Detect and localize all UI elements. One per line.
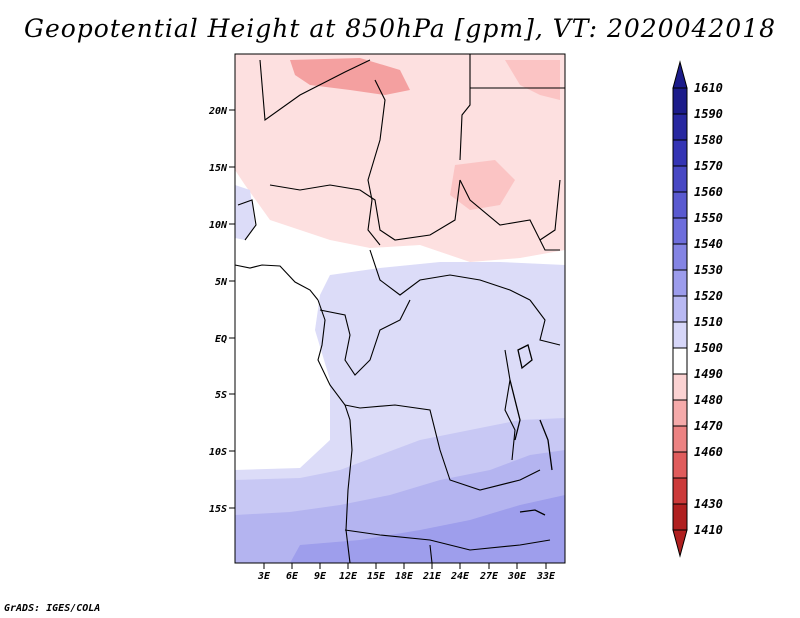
lon-label: 6E [286,571,299,582]
lon-label: 12E [339,571,358,582]
border-ethiopia [539,179,561,241]
colorbar-segment [672,191,688,219]
lon-label: 30E [507,571,527,582]
colorbar-label: 1530 [694,263,723,277]
colorbar-label: 1590 [694,107,723,121]
lat-label: 20N [208,106,228,117]
colorbar-bottom-arrow [672,529,688,558]
colorbar-label: 1550 [694,211,723,225]
border-uganda [529,299,561,346]
colorbar-segment [672,477,688,505]
border-botswana [429,544,433,564]
colorbar-label: 1520 [694,289,723,303]
border-coast-west [237,199,257,241]
border-niger-chad [367,79,386,246]
border-great-lakes [504,349,516,461]
colorbar-label: 1510 [694,315,723,329]
border-nigeria-chad [269,179,461,241]
colorbar-segment [672,321,688,349]
country-borders [234,54,565,564]
grads-credit: GrADS: IGES/COLA [4,603,101,614]
coastline-guinea [234,264,319,301]
colorbar-segment [672,87,688,115]
colorbar-label: 1480 [694,393,723,407]
border-angola-drc [344,404,541,491]
colorbar-segment [672,373,688,401]
lat-label: EQ [215,334,227,345]
colorbar-segment [672,347,688,375]
lavender-region-west [235,185,255,240]
colorbar-label: 1460 [694,445,723,459]
lat-label: 10N [209,220,228,231]
colorbar-segment [672,165,688,193]
longitude-axis: 3E 6E 9E 12E 15E 18E 21E 24E 27E 30E 33E [257,563,556,582]
lavender-region-4 [290,495,565,563]
border-congo [319,299,411,376]
map-panel [234,53,566,564]
border-algeria-libya [259,59,371,122]
colorbar-label: 1560 [694,185,723,199]
lat-label: 15S [209,504,227,515]
lake-kariba [519,509,546,516]
lon-label: 21E [422,571,442,582]
lat-label: 5N [215,277,228,288]
colorbar-segment [672,113,688,141]
red-region-libya [290,58,410,95]
colorbar-label: 1470 [694,419,723,433]
lon-label: 9E [314,571,327,582]
pink-region-egypt [505,60,560,100]
colorbar-top-arrow [672,60,688,89]
border-sudan [459,179,560,251]
border-namibia [344,529,551,551]
lat-label: 15N [209,163,228,174]
colorbar-label: 1490 [694,367,723,381]
lat-label: 5S [215,390,227,401]
lon-label: 27E [479,571,499,582]
lon-label: 3E [257,571,271,582]
lon-label: 24E [450,571,470,582]
colorbar-segment [672,217,688,245]
colorbar-segment [672,243,688,271]
colorbar-label: 1610 [694,81,723,95]
lon-label: 15E [367,571,386,582]
colorbar-segment [672,451,688,479]
latitude-axis: 20N 15N 10N 5N EQ 5S 10S 15S [208,106,235,515]
colorbar-segment [672,503,688,531]
map-frame [234,53,566,564]
lake-tanganyika [509,379,521,441]
lat-label: 10S [209,447,227,458]
lakes [509,344,553,516]
colorbar-label: 1430 [694,497,723,511]
colorbar-label: 1500 [694,341,723,355]
pink-region-chad [450,160,515,210]
colorbar-label: 1570 [694,159,723,173]
colorbar-segment [672,295,688,323]
lake-malawi [539,419,553,471]
colorbar-label: 1410 [694,523,723,537]
colorbar-segment [672,425,688,453]
colorbar-label: 1540 [694,237,723,251]
colorbar-segment [672,399,688,427]
border-car [369,249,531,301]
lon-label: 33E [536,571,556,582]
colorbar-label: 1580 [694,133,723,147]
lon-label: 18E [395,571,414,582]
lake-victoria [517,344,533,370]
border-libya-egypt [459,54,471,161]
colorbar-segment [672,269,688,297]
colorbar-segment [672,139,688,167]
colorbar: 1610 1590 1580 1570 1560 1550 1540 1530 … [672,60,723,558]
map-title: Geopotential Height at 850hPa [gpm], VT:… [23,14,777,43]
